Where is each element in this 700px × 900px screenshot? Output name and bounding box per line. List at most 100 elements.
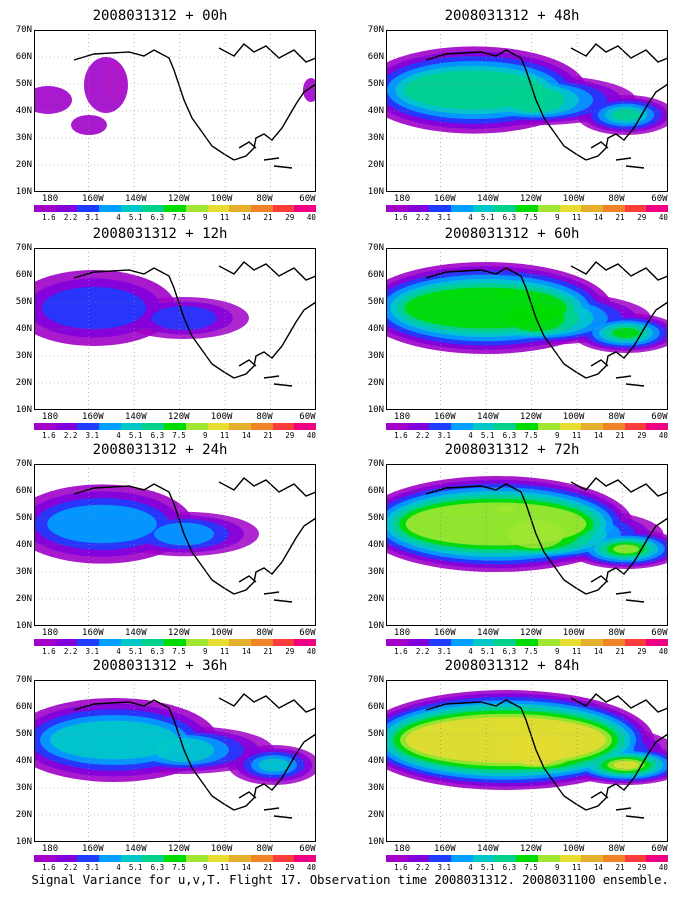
longitude-label: 140W — [124, 628, 147, 638]
variance-blob — [496, 289, 516, 297]
colorbar — [386, 639, 668, 649]
colorbar-label: 2.2 — [63, 647, 78, 656]
panel-title: 2008031312 + 48h — [444, 8, 580, 24]
colorbar-label: 14 — [241, 863, 251, 872]
colorbar-label: 21 — [263, 213, 273, 222]
coastline — [425, 43, 668, 169]
colorbar-swatch — [472, 855, 495, 862]
colorbar-label: 5.1 — [480, 213, 495, 222]
panel-title: 2008031312 + 84h — [444, 658, 580, 674]
latitude-label: 60N — [15, 702, 32, 712]
colorbar-label: 2.2 — [415, 213, 430, 222]
latitude-label: 30N — [367, 783, 384, 793]
panel-title: 2008031312 + 12h — [92, 226, 228, 242]
colorbar-label: 14 — [241, 213, 251, 222]
latitude-label: 50N — [367, 729, 384, 739]
longitude-label: 180 — [41, 628, 59, 638]
colorbar-label: 2.2 — [415, 431, 430, 440]
colorbar-label: 7.5 — [524, 213, 538, 222]
colorbar — [34, 423, 316, 433]
colorbar-swatch — [229, 855, 251, 862]
coastline — [73, 477, 316, 603]
colorbar — [34, 855, 316, 865]
map-frame — [34, 248, 316, 410]
colorbar-swatch — [99, 855, 121, 862]
longitude-label: 60W — [299, 844, 316, 854]
map-frame — [34, 30, 316, 192]
colorbar-label: 2.2 — [415, 863, 430, 872]
colorbar-swatch — [120, 423, 143, 430]
coastline — [73, 43, 316, 169]
colorbar-swatch — [229, 423, 251, 430]
colorbar-swatch — [34, 855, 56, 862]
colorbar-label: 1.6 — [394, 863, 408, 872]
colorbar-label: 5.1 — [128, 213, 143, 222]
colorbar-swatch — [516, 855, 538, 862]
colorbar-label: 7.5 — [172, 213, 186, 222]
colorbar-swatch — [559, 639, 582, 646]
latitude-label: 50N — [367, 79, 384, 89]
longitude-label: 180 — [41, 844, 59, 854]
longitude-label: 100W — [562, 194, 585, 204]
longitude-label: 160W — [434, 844, 456, 854]
map-frame — [34, 464, 316, 626]
longitude-label: 120W — [167, 194, 190, 204]
colorbar-swatch — [537, 205, 560, 212]
colorbar-swatch — [581, 205, 603, 212]
colorbar-label: 40 — [658, 213, 668, 222]
colorbar-swatch — [272, 639, 295, 646]
colorbar-label: 14 — [593, 647, 603, 656]
colorbar-label: 29 — [285, 647, 295, 656]
longitude-label: 80W — [608, 194, 625, 204]
latitude-label: 10N — [15, 405, 32, 415]
longitude-label: 120W — [167, 628, 190, 638]
colorbar-label: 6.3 — [150, 431, 165, 440]
colorbar-label: 21 — [263, 647, 273, 656]
variance-blob — [613, 544, 639, 554]
longitude-label: 120W — [519, 194, 542, 204]
variance-blob — [47, 504, 157, 544]
colorbar-swatch — [34, 423, 56, 430]
map-frame — [386, 464, 668, 626]
colorbar-swatch — [294, 639, 316, 646]
colorbar-swatch — [646, 855, 668, 862]
colorbar-swatch — [537, 639, 560, 646]
colorbar-label: 5.1 — [128, 431, 143, 440]
colorbar-swatch — [559, 205, 582, 212]
latitude-label: 70N — [367, 243, 384, 253]
longitude-label: 180 — [393, 844, 411, 854]
colorbar-swatch — [294, 423, 316, 430]
variance-blob — [611, 109, 641, 121]
colorbar-label: 1.6 — [42, 647, 56, 656]
colorbar-label: 40 — [306, 647, 316, 656]
colorbar-label: 40 — [306, 213, 316, 222]
colorbar-label: 9 — [202, 647, 208, 656]
variance-blob — [50, 720, 178, 760]
longitude-label: 140W — [476, 194, 499, 204]
variance-blob — [303, 78, 316, 102]
colorbar-swatch — [185, 855, 208, 862]
latitude-label: 50N — [15, 513, 32, 523]
colorbar-swatch — [120, 639, 143, 646]
latitude-label: 60N — [15, 270, 32, 280]
colorbar-swatch — [142, 205, 165, 212]
colorbar-label: 11 — [220, 863, 230, 872]
latitude-label: 30N — [15, 783, 32, 793]
colorbar-swatch — [602, 205, 625, 212]
colorbar-swatch — [581, 423, 603, 430]
colorbar-swatch — [250, 855, 273, 862]
colorbar-label: 14 — [593, 863, 603, 872]
latitude-label: 70N — [367, 675, 384, 685]
colorbar-swatch — [99, 639, 121, 646]
latitude-label: 60N — [15, 486, 32, 496]
latitude-label: 20N — [367, 810, 384, 820]
coastline — [73, 261, 316, 387]
colorbar-labels: 1.6 2.2 3.1 4 5.1 6.3 7.5 9 11 14 21 29 40 — [34, 863, 316, 872]
colorbar-swatch — [207, 855, 230, 862]
colorbar-swatch — [646, 423, 668, 430]
colorbar-label: 3.1 — [85, 863, 100, 872]
colorbar-label: 40 — [306, 863, 316, 872]
colorbar-swatch — [142, 423, 165, 430]
colorbar-swatch — [294, 205, 316, 212]
colorbar-swatch — [386, 639, 408, 646]
